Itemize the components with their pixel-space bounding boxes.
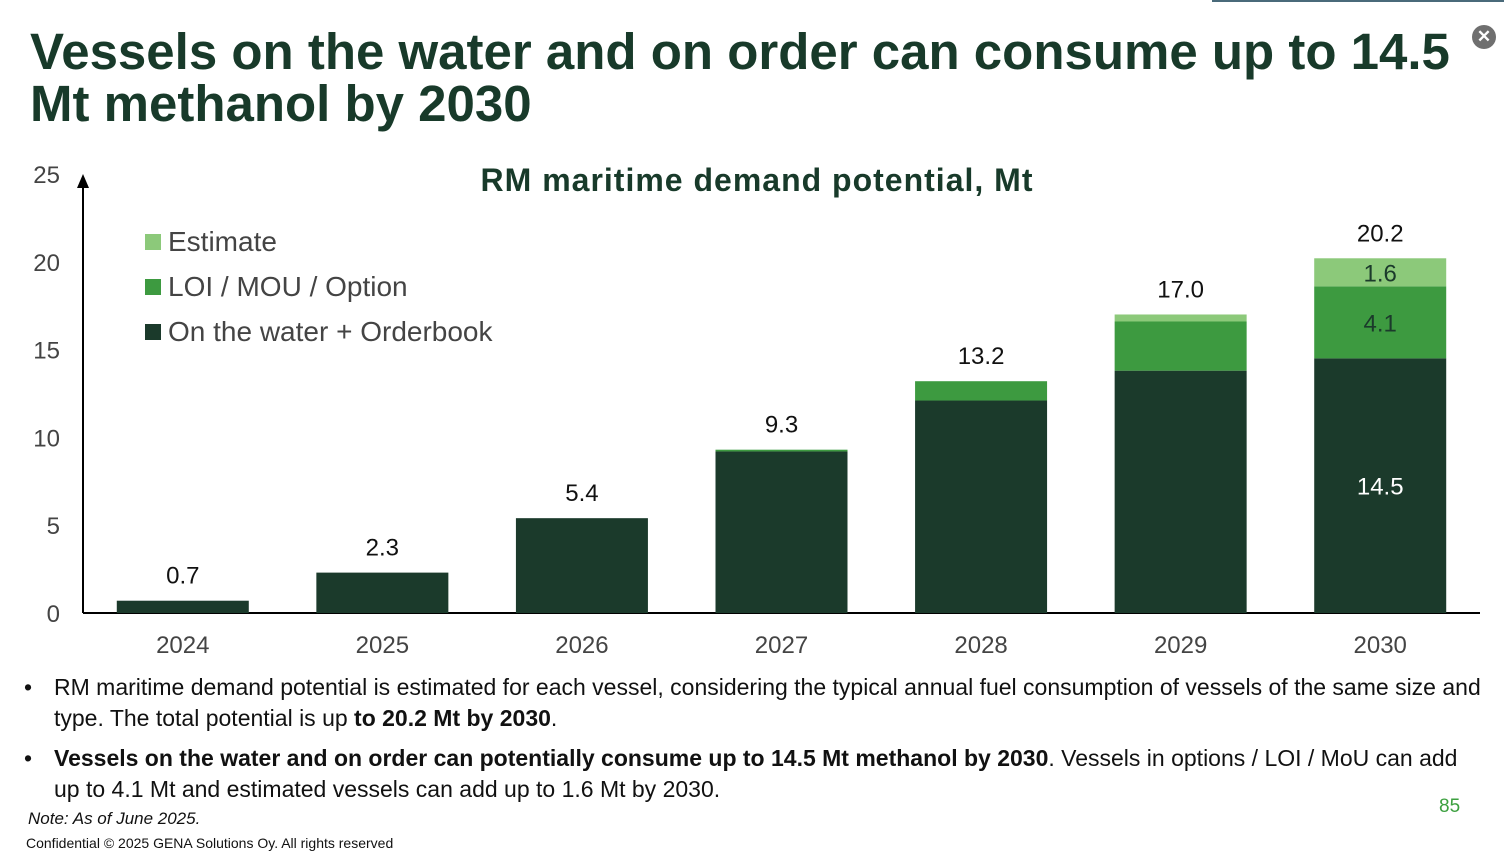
x-tick-label: 2027 bbox=[755, 632, 808, 659]
total-label: 5.4 bbox=[565, 480, 598, 507]
x-tick-label: 2024 bbox=[156, 632, 209, 659]
bullet-list: • RM maritime demand potential is estimat… bbox=[24, 672, 1489, 814]
legend-label: On the water + Orderbook bbox=[168, 316, 494, 347]
bar-segment bbox=[1114, 314, 1247, 322]
bar-segment bbox=[715, 451, 848, 613]
bar-segment bbox=[116, 600, 249, 613]
y-tick-label: 0 bbox=[47, 601, 60, 628]
bar-segment bbox=[1114, 321, 1247, 371]
bullet-bold: to 20.2 Mt by 2030 bbox=[354, 705, 551, 731]
total-label: 17.0 bbox=[1157, 276, 1204, 303]
x-tick-label: 2029 bbox=[1154, 632, 1207, 659]
y-tick-label: 5 bbox=[47, 513, 60, 540]
bullet-text: . Vessels in options / LOI / MoU can add… bbox=[54, 745, 1458, 802]
legend-swatch bbox=[145, 324, 161, 340]
legend-label: Estimate bbox=[168, 226, 277, 257]
segment-label: 4.1 bbox=[1364, 310, 1397, 337]
page-number: 85 bbox=[1439, 796, 1461, 817]
y-axis-arrow bbox=[77, 174, 89, 188]
slide-title: Vessels on the water and on order can co… bbox=[30, 23, 1450, 132]
bar-segment bbox=[316, 572, 449, 613]
bar-segment bbox=[915, 381, 1048, 401]
chart-title: RM maritime demand potential, Mt bbox=[481, 162, 1034, 198]
bar-segment bbox=[915, 400, 1048, 613]
bar-segment bbox=[1114, 370, 1247, 613]
bar-segment bbox=[515, 518, 648, 613]
bar-segment bbox=[1314, 358, 1447, 613]
bar-segment bbox=[1314, 258, 1447, 287]
total-label: 9.3 bbox=[765, 412, 798, 439]
bullet-text: RM maritime demand potential is estimate… bbox=[54, 674, 1481, 731]
confidential-footer: Confidential © 2025 GENA Solutions Oy. A… bbox=[26, 835, 394, 851]
total-label: 13.2 bbox=[958, 343, 1005, 370]
bar-segment bbox=[1314, 286, 1447, 359]
y-tick-label: 20 bbox=[33, 250, 60, 277]
total-label: 20.2 bbox=[1357, 220, 1404, 247]
x-tick-label: 2030 bbox=[1354, 632, 1407, 659]
bullet-text: . bbox=[550, 705, 558, 731]
bar-segment bbox=[715, 449, 848, 452]
y-tick-label: 10 bbox=[33, 425, 60, 452]
x-tick-label: 2025 bbox=[356, 632, 409, 659]
y-tick-label: 15 bbox=[33, 338, 60, 365]
x-tick-label: 2026 bbox=[555, 632, 608, 659]
bullet-2: • Vessels on the water and on order can p… bbox=[24, 745, 1458, 802]
legend-swatch bbox=[145, 279, 161, 295]
bullet-1: • RM maritime demand potential is estimat… bbox=[24, 674, 1481, 731]
legend-swatch bbox=[145, 234, 161, 250]
legend-label: LOI / MOU / Option bbox=[168, 271, 408, 302]
bullet-bold: Vessels on the water and on order can po… bbox=[54, 745, 1049, 771]
y-tick-label: 25 bbox=[33, 162, 60, 189]
segment-label: 1.6 bbox=[1364, 260, 1397, 287]
close-icon[interactable]: ✕ bbox=[1472, 25, 1496, 49]
total-label: 2.3 bbox=[366, 535, 399, 562]
note: Note: As of June 2025. bbox=[28, 809, 201, 828]
total-label: 0.7 bbox=[166, 563, 199, 590]
top-divider bbox=[1212, 0, 1504, 2]
x-tick-label: 2028 bbox=[954, 632, 1007, 659]
segment-label: 14.5 bbox=[1357, 474, 1404, 501]
